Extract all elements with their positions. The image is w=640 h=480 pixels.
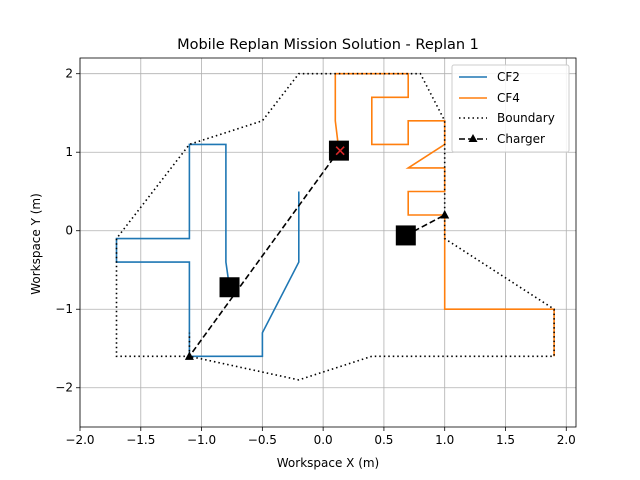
y-tick-label: 1 — [65, 145, 73, 159]
y-tick-label: −2 — [55, 381, 73, 395]
legend-label-boundary: Boundary — [497, 111, 555, 125]
y-tick-label: −1 — [55, 302, 73, 316]
y-tick-label: 2 — [65, 67, 73, 81]
legend-frame — [451, 64, 570, 153]
series-boundary-line — [115, 72, 555, 381]
series-charger-line — [405, 214, 446, 237]
square-marker — [395, 225, 416, 246]
x-tick-label: −0.5 — [248, 433, 277, 447]
square-marker — [328, 140, 349, 161]
x-tick-label: 2.0 — [557, 433, 576, 447]
chart-title: Mobile Replan Mission Solution - Replan … — [177, 37, 479, 53]
x-tick-label: 0.5 — [374, 433, 393, 447]
series-charger-line — [188, 150, 340, 357]
square-marker — [219, 277, 240, 298]
legend-label-charger: Charger — [497, 132, 545, 146]
charger-triangle-marker — [440, 210, 450, 219]
series-cf4-line — [334, 72, 555, 357]
legend-label-cf2: CF2 — [497, 70, 520, 84]
legend-marker-charger — [468, 134, 478, 142]
x-tick-label: 0.0 — [314, 433, 333, 447]
x-axis-label: Workspace X (m) — [277, 456, 380, 470]
x-tick-label: −1.0 — [187, 433, 216, 447]
y-tick-label: 0 — [65, 224, 73, 238]
x-tick-label: 1.5 — [496, 433, 515, 447]
legend: CF2 CF4 Boundary Charger — [451, 64, 570, 153]
x-tick-label: 1.0 — [435, 433, 454, 447]
axes-frame — [79, 57, 577, 428]
x-tick-label: −1.5 — [126, 433, 155, 447]
legend-label-cf4: CF4 — [497, 91, 520, 105]
red-x-marker — [335, 146, 345, 156]
x-tick-label: −2.0 — [65, 433, 94, 447]
y-axis-label: Workspace Y (m) — [29, 193, 43, 295]
charger-triangle-marker — [184, 351, 194, 360]
